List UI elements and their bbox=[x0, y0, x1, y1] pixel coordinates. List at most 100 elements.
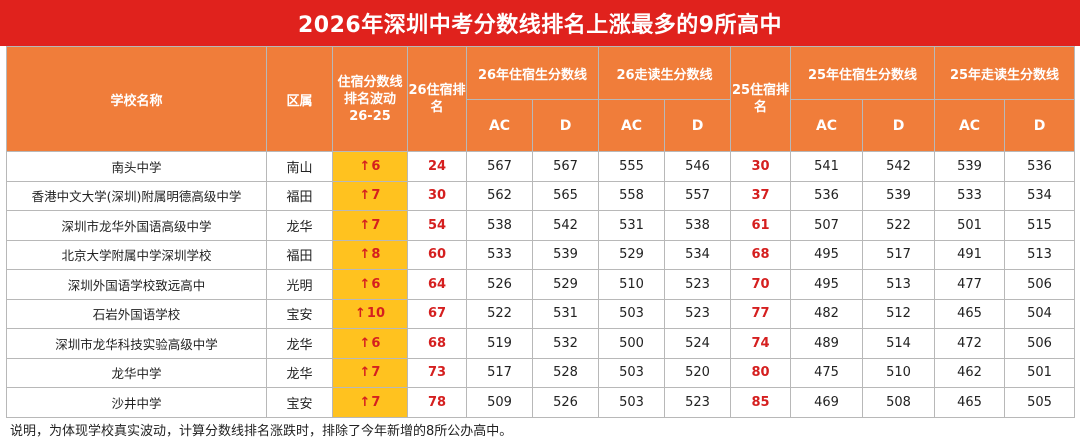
header-d26-d: D bbox=[664, 99, 731, 152]
day-2026-ac-cell: 503 bbox=[598, 387, 665, 418]
fluctuation-cell: ↑8 bbox=[332, 239, 408, 270]
day-2026-ac-cell: 555 bbox=[598, 151, 665, 182]
day-2025-ac-cell: 465 bbox=[934, 298, 1005, 329]
district-cell: 宝安 bbox=[266, 298, 333, 329]
boarding-2026-ac-cell: 538 bbox=[466, 210, 533, 241]
district-cell: 龙华 bbox=[266, 357, 333, 388]
district-cell: 龙华 bbox=[266, 210, 333, 241]
boarding-2026-ac-cell: 522 bbox=[466, 298, 533, 329]
day-2025-ac-cell: 539 bbox=[934, 151, 1005, 182]
rank-2026-cell: 54 bbox=[407, 210, 467, 241]
table-row: 深圳市龙华外国语高级中学 龙华 ↑7 54 538 542 531 538 61 507 522 50… bbox=[6, 210, 1075, 241]
up-arrow-icon: ↑ bbox=[359, 158, 371, 174]
day-2026-ac-cell: 558 bbox=[598, 180, 665, 211]
table-row: 石岩外国语学校 宝安 ↑10 67 522 531 503 523 77 482 512 465 504 bbox=[6, 298, 1075, 329]
day-2026-d-cell: 557 bbox=[664, 180, 731, 211]
rank-2025-cell: 61 bbox=[730, 210, 791, 241]
header-rank26: 26住宿排名 bbox=[407, 46, 467, 152]
school-name-cell: 香港中文大学(深圳)附属明德高级中学 bbox=[6, 180, 267, 211]
boarding-2026-ac-cell: 519 bbox=[466, 328, 533, 359]
day-2026-d-cell: 546 bbox=[664, 151, 731, 182]
day-2025-d-cell: 506 bbox=[1004, 328, 1075, 359]
boarding-2026-ac-cell: 509 bbox=[466, 387, 533, 418]
rank-2026-cell: 30 bbox=[407, 180, 467, 211]
fluctuation-value: 6 bbox=[371, 335, 381, 351]
day-2025-d-cell: 505 bbox=[1004, 387, 1075, 418]
boarding-2025-ac-cell: 495 bbox=[790, 239, 863, 270]
up-arrow-icon: ↑ bbox=[359, 394, 371, 410]
boarding-2025-d-cell: 510 bbox=[862, 357, 935, 388]
fluctuation-cell: ↑7 bbox=[332, 387, 408, 418]
school-name-cell: 南头中学 bbox=[6, 151, 267, 182]
fluctuation-cell: ↑7 bbox=[332, 210, 408, 241]
fluctuation-value: 7 bbox=[371, 394, 381, 410]
boarding-2025-ac-cell: 482 bbox=[790, 298, 863, 329]
footnote: 说明，为体现学校真实波动，计算分数线排名涨跌时，排除了今年新增的8所公办高中。 bbox=[10, 424, 513, 439]
day-2025-d-cell: 513 bbox=[1004, 239, 1075, 270]
table-row: 南头中学 南山 ↑6 24 567 567 555 546 30 541 542 539 536 bbox=[6, 151, 1075, 182]
district-cell: 龙华 bbox=[266, 328, 333, 359]
header-fluctuation: 住宿分数线排名波动26-25 bbox=[332, 46, 408, 152]
table-row: 北京大学附属中学深圳学校 福田 ↑8 60 533 539 529 534 68 495 517 49… bbox=[6, 239, 1075, 270]
rank-2025-cell: 70 bbox=[730, 269, 791, 300]
boarding-2025-ac-cell: 495 bbox=[790, 269, 863, 300]
header-rank25: 25住宿排名 bbox=[730, 46, 791, 152]
table-body: 南头中学 南山 ↑6 24 567 567 555 546 30 541 542 539 536 香港中文… bbox=[6, 151, 1075, 418]
boarding-2025-d-cell: 542 bbox=[862, 151, 935, 182]
boarding-2025-d-cell: 508 bbox=[862, 387, 935, 418]
day-2026-d-cell: 524 bbox=[664, 328, 731, 359]
fluctuation-value: 6 bbox=[371, 276, 381, 292]
day-2025-d-cell: 501 bbox=[1004, 357, 1075, 388]
boarding-2025-ac-cell: 507 bbox=[790, 210, 863, 241]
day-2025-d-cell: 515 bbox=[1004, 210, 1075, 241]
boarding-2026-d-cell: 532 bbox=[532, 328, 599, 359]
fluctuation-value: 7 bbox=[371, 365, 381, 381]
boarding-2025-d-cell: 522 bbox=[862, 210, 935, 241]
header-district: 区属 bbox=[266, 46, 333, 152]
rank-2026-cell: 64 bbox=[407, 269, 467, 300]
rank-2026-cell: 24 bbox=[407, 151, 467, 182]
score-table: 学校名称 区属 住宿分数线排名波动26-25 26住宿排名 26年住宿生分数线 … bbox=[6, 46, 1075, 418]
fluctuation-cell: ↑6 bbox=[332, 269, 408, 300]
fluctuation-cell: ↑10 bbox=[332, 298, 408, 329]
school-name-cell: 沙井中学 bbox=[6, 387, 267, 418]
header-group26-day: 26走读生分数线 bbox=[598, 46, 731, 100]
fluctuation-value: 7 bbox=[371, 217, 381, 233]
boarding-2026-d-cell: 526 bbox=[532, 387, 599, 418]
table-header: 学校名称 区属 住宿分数线排名波动26-25 26住宿排名 26年住宿生分数线 … bbox=[6, 46, 1075, 152]
boarding-2025-d-cell: 514 bbox=[862, 328, 935, 359]
day-2026-d-cell: 523 bbox=[664, 387, 731, 418]
district-cell: 宝安 bbox=[266, 387, 333, 418]
table-row: 龙华中学 龙华 ↑7 73 517 528 503 520 80 475 510 462 501 bbox=[6, 357, 1075, 388]
boarding-2026-d-cell: 529 bbox=[532, 269, 599, 300]
day-2026-d-cell: 520 bbox=[664, 357, 731, 388]
rank-2025-cell: 80 bbox=[730, 357, 791, 388]
day-2026-d-cell: 534 bbox=[664, 239, 731, 270]
up-arrow-icon: ↑ bbox=[359, 335, 371, 351]
day-2026-ac-cell: 500 bbox=[598, 328, 665, 359]
header-b26-ac: AC bbox=[466, 99, 533, 152]
fluctuation-value: 6 bbox=[371, 158, 381, 174]
boarding-2026-ac-cell: 533 bbox=[466, 239, 533, 270]
day-2025-d-cell: 536 bbox=[1004, 151, 1075, 182]
up-arrow-icon: ↑ bbox=[359, 365, 371, 381]
fluctuation-value: 7 bbox=[371, 188, 381, 204]
rank-2025-cell: 30 bbox=[730, 151, 791, 182]
fluctuation-cell: ↑7 bbox=[332, 180, 408, 211]
header-b25-d: D bbox=[862, 99, 935, 152]
fluctuation-cell: ↑7 bbox=[332, 357, 408, 388]
page-title: 2026年深圳中考分数线排名上涨最多的9所高中 bbox=[0, 0, 1080, 46]
boarding-2026-d-cell: 528 bbox=[532, 357, 599, 388]
boarding-2026-d-cell: 539 bbox=[532, 239, 599, 270]
day-2025-ac-cell: 462 bbox=[934, 357, 1005, 388]
day-2025-ac-cell: 533 bbox=[934, 180, 1005, 211]
boarding-2026-d-cell: 531 bbox=[532, 298, 599, 329]
school-name-cell: 深圳市龙华科技实验高级中学 bbox=[6, 328, 267, 359]
header-school: 学校名称 bbox=[6, 46, 267, 152]
district-cell: 光明 bbox=[266, 269, 333, 300]
up-arrow-icon: ↑ bbox=[355, 306, 366, 322]
table-row: 香港中文大学(深圳)附属明德高级中学 福田 ↑7 30 562 565 558 557 37 53… bbox=[6, 180, 1075, 211]
day-2026-ac-cell: 503 bbox=[598, 298, 665, 329]
day-2025-ac-cell: 465 bbox=[934, 387, 1005, 418]
header-group25-day: 25年走读生分数线 bbox=[934, 46, 1075, 100]
